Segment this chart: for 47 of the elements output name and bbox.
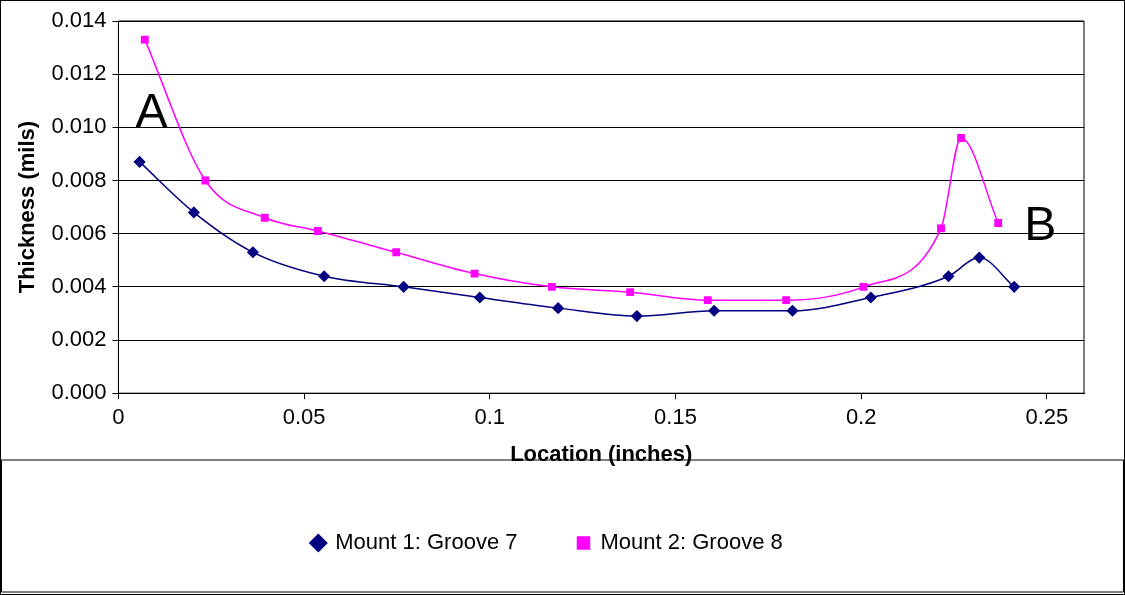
point: [994, 219, 1003, 227]
y-tick-label: 0.008: [51, 166, 107, 192]
point: [392, 248, 401, 257]
y-tick-label: 0.004: [51, 272, 107, 298]
point: [865, 291, 877, 304]
x-axis-title: Location (inches): [510, 440, 693, 466]
point: [859, 282, 868, 291]
y-tick-label: 0.014: [51, 7, 107, 33]
y-tick-label: 0.006: [51, 219, 107, 245]
point: [318, 270, 330, 282]
y-tick-label: 0.012: [51, 60, 107, 86]
point: [247, 246, 259, 259]
point: [260, 213, 269, 222]
y-tick-label: 0.002: [51, 326, 107, 352]
point: [397, 281, 410, 293]
point: [140, 35, 149, 44]
x-tick-label: 0.25: [1025, 404, 1069, 430]
x-tick-label: 0: [112, 404, 125, 430]
point: [631, 310, 643, 322]
x-tick-label: 0.1: [474, 404, 506, 430]
point: [786, 305, 799, 317]
point: [552, 302, 564, 314]
point: [188, 206, 200, 219]
y-axis-title: Thickness (mils): [14, 120, 40, 294]
point: [201, 176, 210, 185]
point: [937, 224, 945, 233]
point: [470, 269, 479, 278]
annotation: A: [135, 84, 168, 138]
point: [782, 296, 791, 305]
point: [1008, 281, 1020, 293]
x-tick-label: 0.2: [845, 404, 877, 430]
legend-label: Mount 1: Groove 7: [335, 529, 518, 555]
point: [708, 305, 720, 317]
legend-label: Mount 2: Groove 8: [600, 529, 783, 555]
point: [957, 134, 966, 142]
y-tick-label: 0.010: [51, 113, 107, 139]
point: [626, 288, 635, 297]
point: [973, 251, 986, 264]
point: [474, 291, 486, 304]
point: [942, 270, 955, 282]
point: [703, 296, 712, 305]
point: [547, 282, 556, 291]
y-tick-label: 0.000: [51, 379, 107, 405]
point: [133, 156, 146, 168]
point: [313, 227, 322, 235]
x-tick-label: 0.15: [654, 404, 697, 430]
x-tick-label: 0.05: [282, 404, 326, 430]
